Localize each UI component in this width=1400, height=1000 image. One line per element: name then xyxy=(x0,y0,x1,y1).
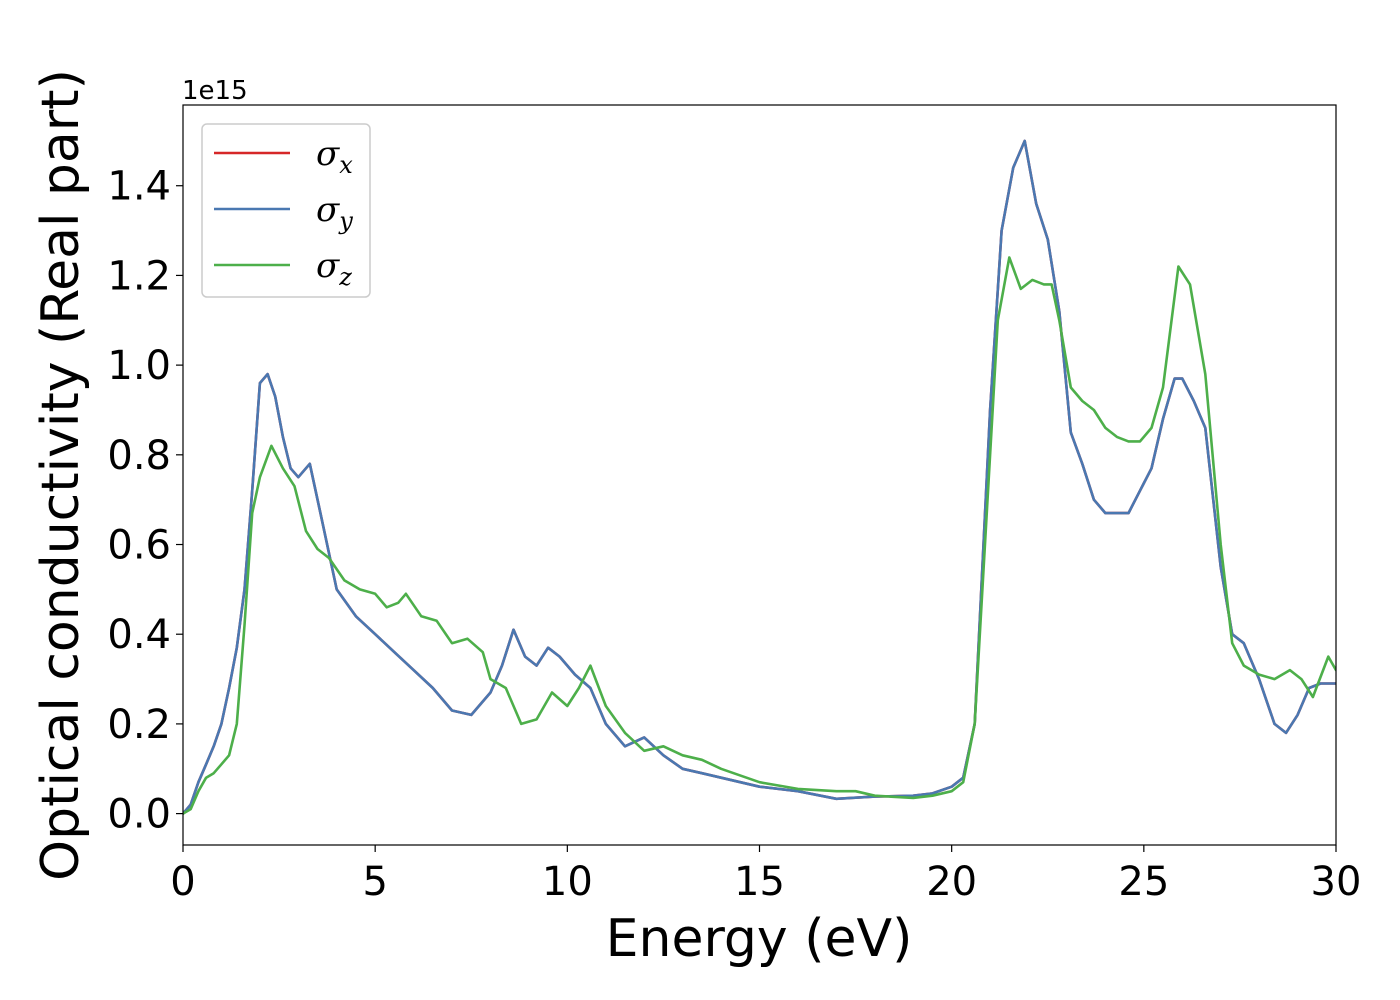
series-line-z xyxy=(183,256,1336,815)
y-tick-label: 0.8 xyxy=(107,433,171,479)
series-line-y xyxy=(183,139,1336,815)
y-offset-label: 1e15 xyxy=(182,76,248,106)
x-tick-label: 30 xyxy=(1311,859,1362,905)
x-tick-label: 10 xyxy=(542,859,593,905)
legend-box xyxy=(201,123,371,298)
x-tick-label: 15 xyxy=(734,859,785,905)
y-axis-title: Optical conductivity (Real part) xyxy=(31,69,91,881)
legend-label-z: σz xyxy=(316,246,352,291)
y-tick-label: 0.6 xyxy=(107,523,171,569)
x-axis-title: Energy (eV) xyxy=(606,909,913,969)
x-tick-label: 20 xyxy=(926,859,977,905)
x-tick-label: 0 xyxy=(170,859,195,905)
y-tick-label: 0.2 xyxy=(107,702,171,748)
y-tick-label: 0.0 xyxy=(107,792,171,838)
y-tick-label: 1.0 xyxy=(107,343,171,389)
legend-label-x: σx xyxy=(316,134,353,179)
legend: σx σy σz xyxy=(201,123,371,298)
y-tick-label: 0.4 xyxy=(107,612,171,658)
x-tick-label: 25 xyxy=(1118,859,1169,905)
x-axis: 0 5 10 15 20 25 30 xyxy=(170,845,1361,905)
y-tick-label: 1.4 xyxy=(107,164,171,210)
series-layer xyxy=(183,139,1336,815)
x-tick-label: 5 xyxy=(362,859,387,905)
y-axis: 0.0 0.2 0.4 0.6 0.8 1.0 1.2 1.4 xyxy=(107,164,183,838)
legend-label-y: σy xyxy=(316,190,353,235)
y-tick-label: 1.2 xyxy=(107,253,171,299)
